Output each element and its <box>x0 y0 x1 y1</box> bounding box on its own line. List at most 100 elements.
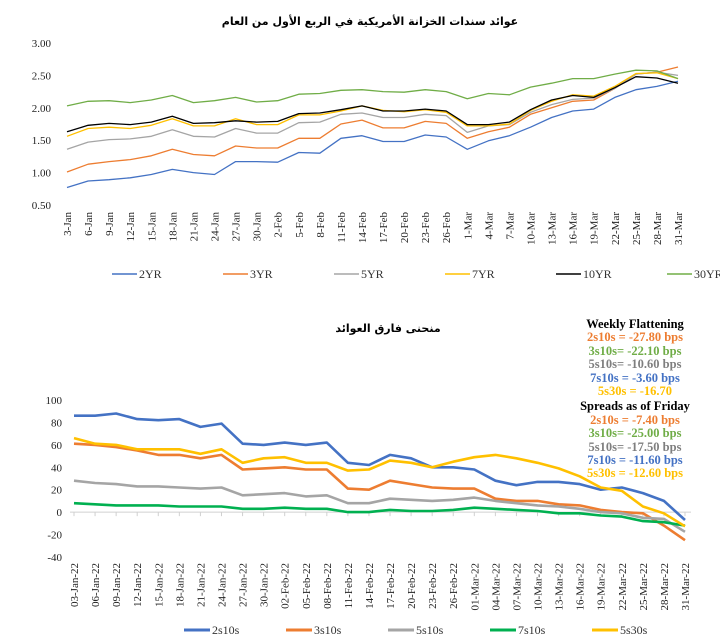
spreads-friday-title: Spreads as of Friday <box>580 399 690 414</box>
weekly-spread-line: 2s10s = -27.80 bps <box>586 330 684 345</box>
x-tick-label: 1-Mar <box>462 212 474 240</box>
x-tick-label: 6-Jan <box>83 212 95 236</box>
x-tick-label: 12-Jan <box>125 212 137 242</box>
y-tick-label: 20 <box>51 485 63 497</box>
y-tick-label: 100 <box>46 395 63 407</box>
x-tick-label: 04-Mar-22 <box>490 563 502 610</box>
x-tick-label: 28-Mar-22 <box>659 563 671 610</box>
x-tick-label: 7-Mar <box>504 212 516 240</box>
x-tick-label: 11-Feb-22 <box>343 563 355 608</box>
legend-label-3YR: 3YR <box>250 267 273 281</box>
x-tick-label: 24-Jan-22 <box>216 563 228 607</box>
series-line-30YR <box>66 69 679 107</box>
x-tick-label: 07-Mar-22 <box>511 563 523 610</box>
weekly-flattening-title: Weekly Flattening <box>586 317 684 331</box>
x-tick-label: 16-Mar-22 <box>575 563 587 610</box>
x-tick-label: 31-Mar-22 <box>680 563 692 610</box>
legend-label-5YR: 5YR <box>361 267 384 281</box>
x-tick-label: 30-Jan-22 <box>259 563 271 607</box>
x-tick-label: 10-Mar-22 <box>533 563 545 610</box>
y-tick-label: -40 <box>47 552 62 564</box>
friday-spread-line: 7s10s = -11.60 bps <box>587 453 683 468</box>
x-tick-label: 12-Jan-22 <box>132 563 144 607</box>
weekly-spread-line: 5s30s = -16.70 <box>597 384 673 399</box>
series-line-10YR <box>66 76 679 133</box>
x-tick-label: 5-Feb <box>294 212 306 238</box>
x-tick-label: 17-Feb <box>378 212 390 244</box>
x-tick-label: 08-Feb-22 <box>322 563 334 609</box>
legend-label-5s10s: 5s10s <box>416 623 444 637</box>
x-tick-label: 11-Feb <box>336 212 348 243</box>
weekly-spread-line: 3s10s= -22.10 bps <box>588 343 682 358</box>
x-tick-label: 4-Mar <box>483 212 495 240</box>
series-line-5YR <box>66 71 679 150</box>
x-tick-label: 02-Feb-22 <box>280 563 292 609</box>
legend-label-2s10s: 2s10s <box>212 623 240 637</box>
yield-spread-chart: -40 -20 0 20 40 60 80 100 03-Jan-22 06-Jan-22 09-J… <box>46 395 693 637</box>
x-tick-label: 27-Jan-22 <box>238 563 250 607</box>
x-tick-label: 9-Jan <box>104 212 116 236</box>
x-tick-label: 26-Feb-22 <box>448 563 460 609</box>
chart2-title: منحنى فارق العوائد <box>335 322 440 335</box>
y-tick-label: 40 <box>51 462 63 474</box>
series-line-3s10s <box>73 442 686 542</box>
y-tick-label: 80 <box>51 417 63 429</box>
friday-spread-line: 3s10s= -25.00 bps <box>588 426 682 441</box>
x-tick-label: 28-Mar <box>652 212 664 245</box>
series-line-2YR <box>66 80 679 189</box>
y-tick-label: 2.50 <box>32 70 52 82</box>
y-tick-label: 2.00 <box>32 103 52 115</box>
x-tick-label: 18-Jan-22 <box>174 563 186 607</box>
x-tick-label: 13-Mar <box>547 212 559 245</box>
friday-spread-line: 5s30s = -12.60 bps <box>586 466 684 481</box>
x-tick-label: 19-Mar-22 <box>596 563 608 610</box>
x-tick-label: 18-Jan <box>167 212 179 242</box>
x-tick-label: 31-Mar <box>673 212 685 245</box>
x-tick-label: 13-Mar-22 <box>554 563 566 610</box>
y-tick-label: 60 <box>51 440 63 452</box>
x-tick-label: 3-Jan <box>62 212 74 236</box>
legend-label-2YR: 2YR <box>139 267 162 281</box>
series-line-5s30s <box>73 436 686 528</box>
friday-spread-line: 5s10s= -17.50 bps <box>588 439 682 454</box>
friday-spread-line: 2s10s = -7.40 bps <box>590 412 680 427</box>
x-tick-label: 01-Mar-22 <box>469 563 481 610</box>
x-tick-label: 14-Feb <box>357 212 369 244</box>
y-tick-label: 0.50 <box>32 200 52 212</box>
y-tick-label: -20 <box>47 530 62 542</box>
legend-label-30YR: 30YR <box>694 267 720 281</box>
y-tick-label: 1.00 <box>32 168 52 180</box>
x-tick-label: 20-Feb-22 <box>406 563 418 609</box>
weekly-spread-line: 5s10s= -10.60 bps <box>588 357 682 372</box>
series-line-2s10s <box>74 412 686 521</box>
legend-label-10YR: 10YR <box>583 267 612 281</box>
x-tick-label: 17-Feb-22 <box>385 563 397 609</box>
x-tick-label: 03-Jan-22 <box>69 563 81 607</box>
y-tick-label: 3.00 <box>32 38 52 50</box>
x-tick-label: 16-Mar <box>568 212 580 245</box>
chart1-title: عوائد سندات الخزانة الأمريكية في الربع ا… <box>222 14 518 28</box>
series-line-3YR <box>66 66 679 173</box>
x-tick-label: 21-Jan-22 <box>195 563 207 607</box>
x-tick-label: 22-Mar <box>610 212 622 245</box>
x-tick-label: 15-Jan <box>146 212 158 242</box>
x-tick-label: 24-Jan <box>209 212 221 242</box>
x-tick-label: 2-Feb <box>273 212 285 238</box>
x-tick-label: 19-Mar <box>589 212 601 245</box>
x-tick-label: 21-Jan <box>188 212 200 242</box>
x-tick-label: 23-Feb-22 <box>427 563 439 609</box>
x-tick-label: 30-Jan <box>252 212 264 242</box>
x-tick-label: 25-Mar <box>631 212 643 245</box>
series-line-7YR <box>66 72 679 137</box>
x-tick-label: 27-Jan <box>231 212 243 242</box>
x-tick-label: 8-Feb <box>315 212 327 238</box>
x-tick-label: 23-Feb <box>420 212 432 244</box>
legend-label-5s30s: 5s30s <box>620 623 648 637</box>
x-tick-label: 22-Mar-22 <box>617 563 629 610</box>
legend-label-7YR: 7YR <box>472 267 495 281</box>
series-line-5s10s <box>73 479 686 533</box>
x-tick-label: 06-Jan-22 <box>90 563 102 607</box>
legend-label-3s10s: 3s10s <box>314 623 342 637</box>
treasury-yields-chart: 0.50 1.00 1.50 2.00 2.50 3.00 3-Jan 6-Jan 9-Jan 1… <box>32 38 720 281</box>
